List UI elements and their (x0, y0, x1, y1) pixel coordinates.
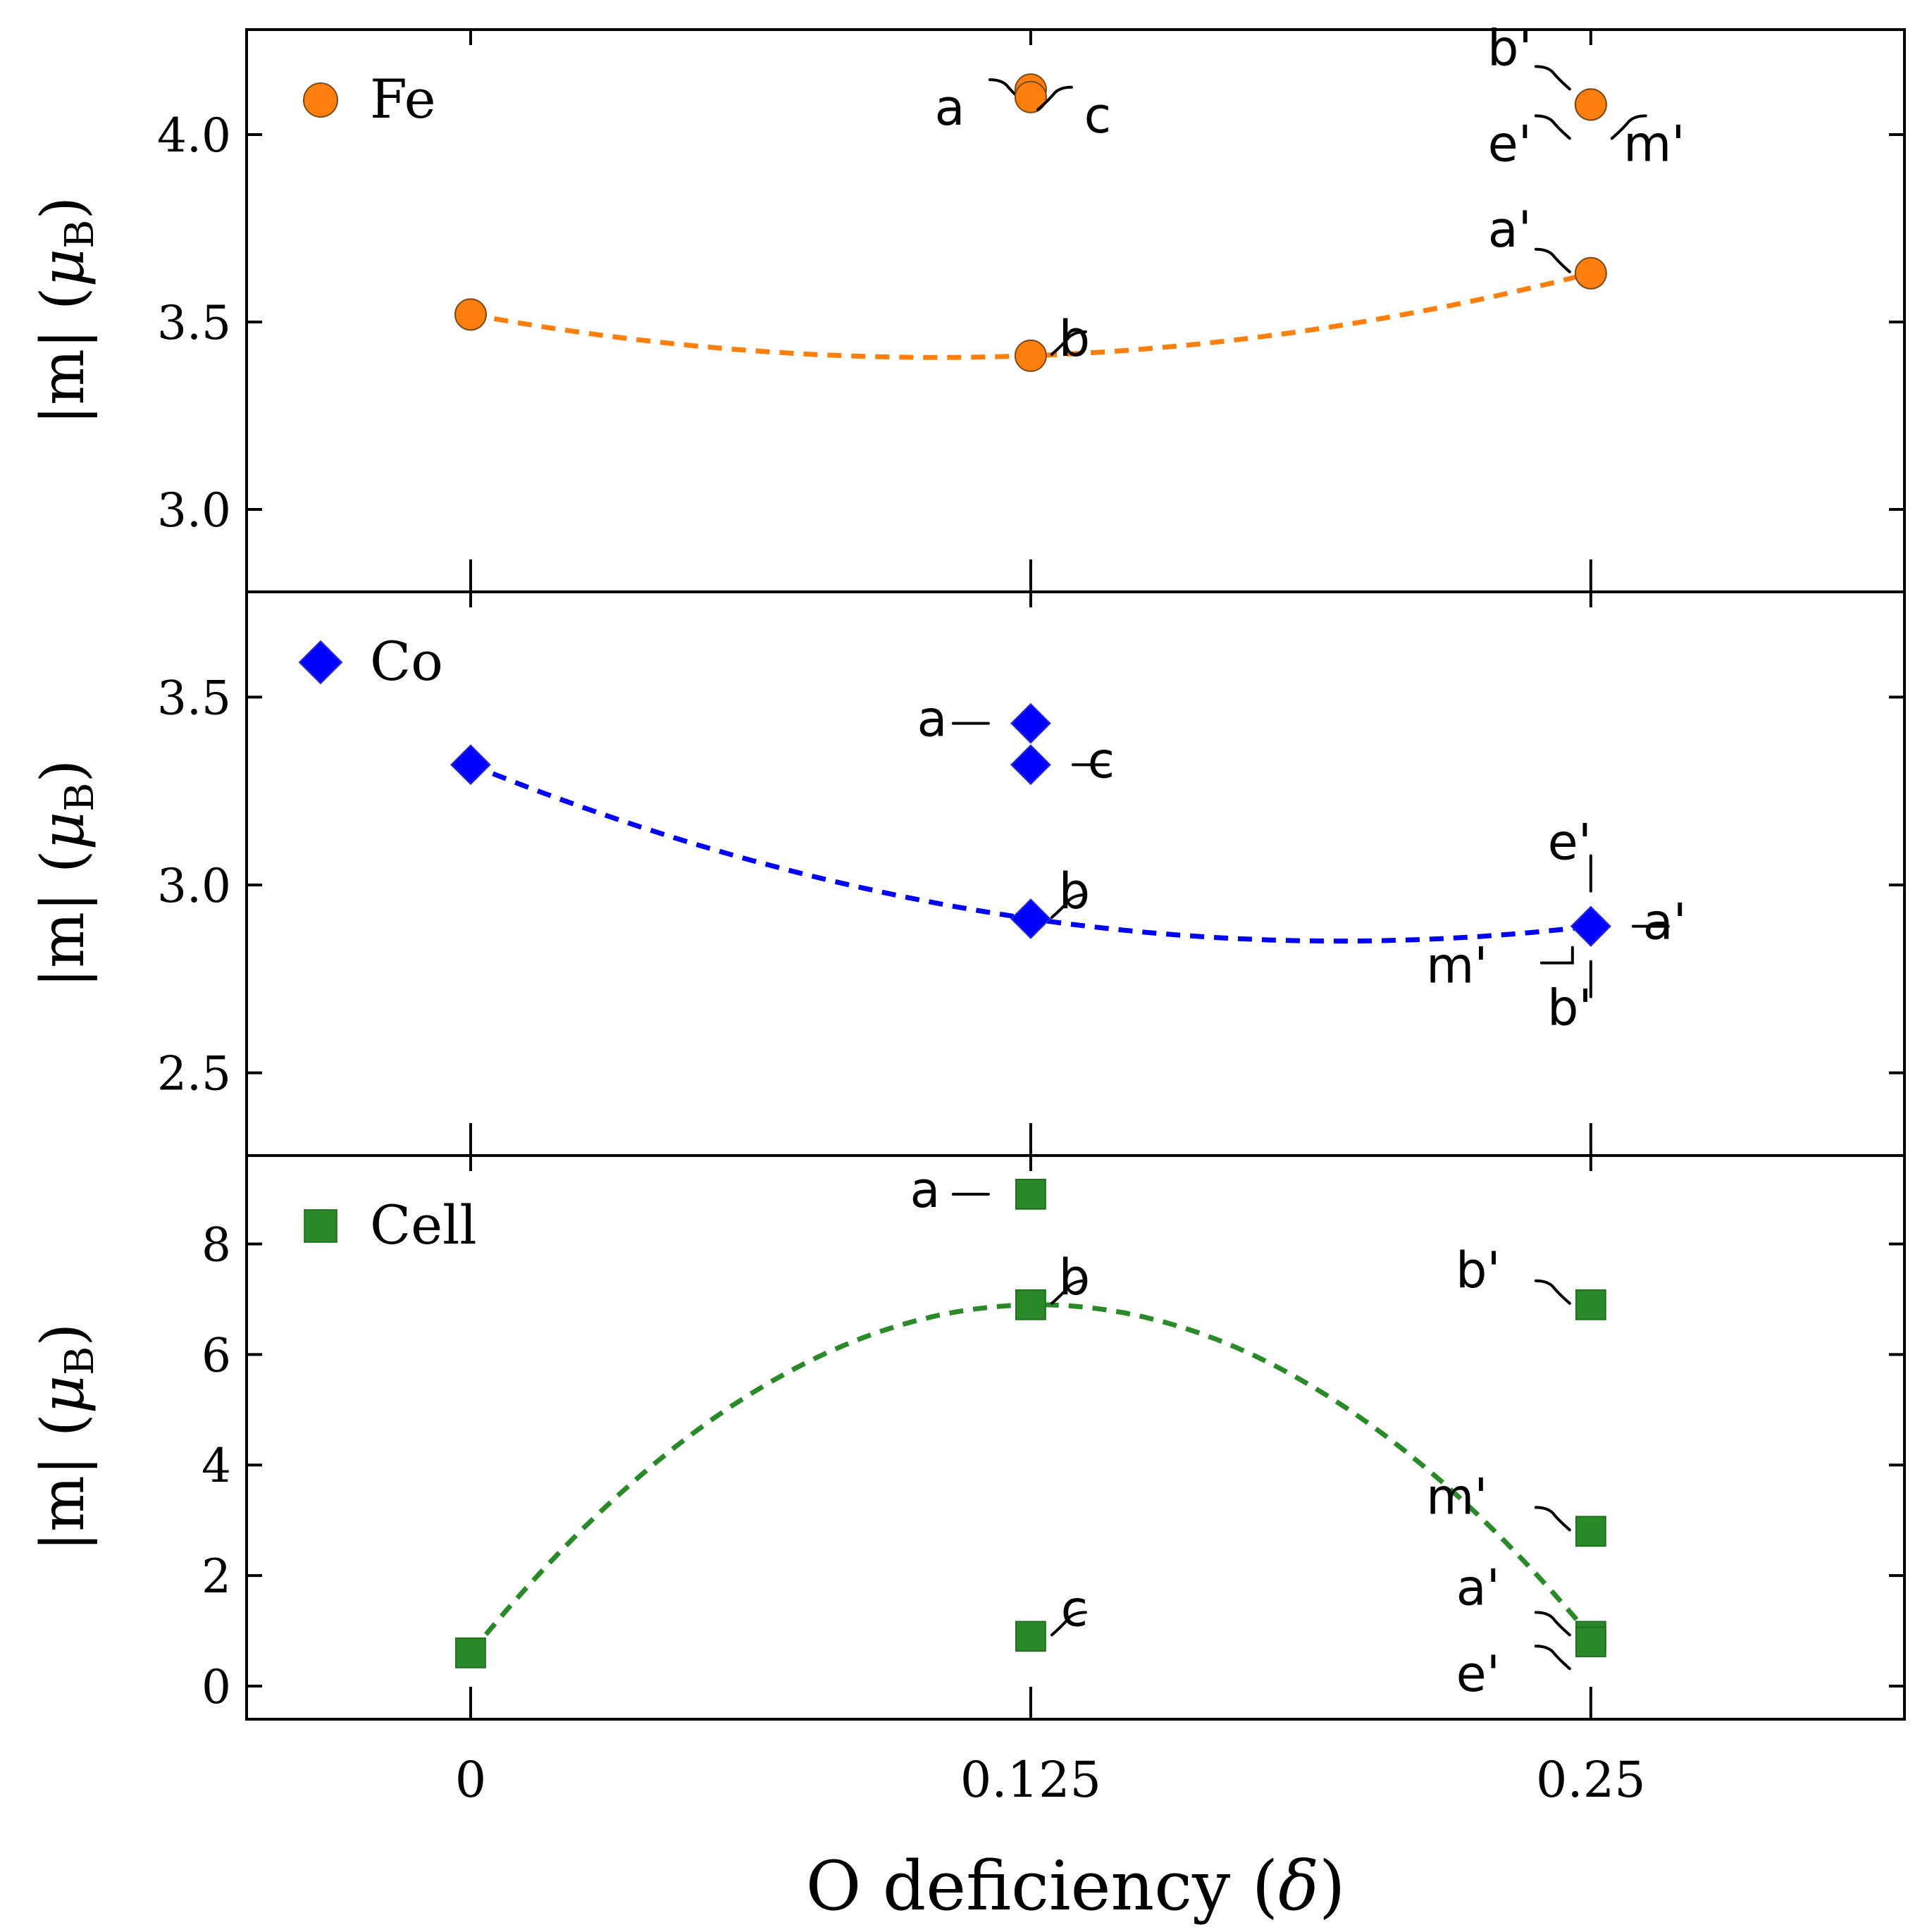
y-tick-label: 2.5 (157, 1047, 231, 1101)
point-label-leader (1050, 1611, 1087, 1637)
y-axis-label-sub: B (57, 783, 103, 812)
data-point (1015, 1289, 1046, 1320)
legend-label: Fe (370, 68, 436, 130)
y-tick-label: 4 (202, 1439, 231, 1493)
point-label: b (1059, 862, 1090, 920)
y-axis-label: |m| (μB) (28, 197, 103, 425)
point-label: c (1061, 1580, 1089, 1637)
point-label-leader (1050, 1279, 1087, 1305)
point-label: c (1084, 87, 1112, 144)
y-axis-label-close: ) (28, 760, 97, 783)
point-label-leader (1534, 1611, 1571, 1637)
point-label: m' (1426, 1468, 1487, 1525)
point-label-leader (1539, 946, 1574, 965)
point-label-leader (1534, 114, 1571, 140)
point-label-leader (1050, 893, 1087, 919)
y-axis-label-main: |m| ( (28, 1413, 97, 1552)
y-axis-label: |m| (μB) (28, 1323, 103, 1552)
panel-co: 2.5 3.0 3.5 |m| (μB) b a c a' b' e' m' Co (28, 590, 1906, 1157)
data-point (1015, 1179, 1046, 1210)
data-point (1010, 898, 1051, 939)
point-label: a' (1456, 1559, 1500, 1616)
point-label: b' (1487, 19, 1532, 77)
legend-marker (298, 640, 343, 685)
data-point (1575, 1516, 1606, 1547)
y-tick-label: 3.5 (157, 296, 231, 350)
point-label: a' (1643, 893, 1687, 951)
data-point (454, 298, 487, 331)
x-tick-label: 0.125 (960, 1751, 1101, 1809)
x-tick-label: 0 (455, 1751, 487, 1809)
panel-fe: 3.0 3.5 4.0 |m| (μB) b a c a' b' e' m' Fe (28, 19, 1906, 593)
point-label: b' (1456, 1241, 1501, 1299)
y-axis-label-close: ) (28, 197, 97, 220)
y-axis-label-mu: μ (28, 249, 97, 287)
point-label: c (1088, 731, 1115, 789)
legend-label: Co (370, 630, 443, 693)
point-label: a' (1488, 201, 1532, 259)
point-label: m' (1426, 937, 1487, 995)
data-point (1014, 339, 1047, 372)
data-point (1015, 1621, 1046, 1652)
y-axis-label: |m| (μB) (28, 760, 103, 988)
point-label: e' (1456, 1645, 1500, 1703)
data-point (455, 1637, 486, 1668)
point-label: b (1059, 1249, 1090, 1306)
point-label: e' (1548, 814, 1592, 872)
y-axis-label-close: ) (28, 1323, 97, 1346)
legend-marker (303, 82, 338, 118)
point-label: a (917, 691, 947, 748)
y-tick-label: 3.0 (157, 859, 231, 913)
legend-marker (304, 1209, 337, 1243)
data-point (1574, 256, 1607, 290)
panel-cell: 0 2 4 6 8 |m| (μB) b a c b' m' a' e' Cell (28, 1154, 1906, 1721)
y-axis-label-mu: μ (28, 1375, 97, 1414)
y-axis-label-sub: B (57, 220, 103, 249)
y-axis-label-mu: μ (28, 812, 97, 850)
data-point (450, 744, 491, 786)
point-label-leader (1534, 65, 1571, 91)
point-label: a (934, 79, 965, 137)
x-tick-label: 0.25 (1536, 1751, 1646, 1809)
point-label-leader (1534, 1279, 1571, 1305)
data-point (1010, 702, 1051, 744)
point-label-leader (1534, 247, 1571, 273)
point-label-leader (1050, 330, 1087, 356)
axes-frame (245, 1154, 1906, 1721)
point-label: e' (1488, 115, 1532, 173)
point-label: b (1059, 310, 1090, 368)
point-label: m' (1623, 115, 1685, 173)
y-tick-label: 4.0 (157, 109, 231, 163)
data-point (1575, 1289, 1606, 1320)
point-label: a (910, 1161, 940, 1219)
x-axis-label: O deficiency (δ) (806, 1847, 1346, 1926)
y-tick-label: 6 (202, 1328, 231, 1382)
data-point (1014, 80, 1047, 113)
x-axis-label-delta: δ (1278, 1847, 1319, 1926)
data-point (1570, 905, 1611, 947)
y-tick-label: 8 (202, 1218, 231, 1272)
y-tick-label: 3.5 (157, 671, 231, 725)
point-label-leader (1036, 85, 1073, 111)
y-tick-label: 0 (202, 1660, 231, 1714)
point-label: b' (1547, 979, 1592, 1037)
data-point (1575, 1626, 1606, 1658)
y-tick-label: 3.0 (157, 483, 231, 538)
point-label-leader (1610, 114, 1647, 140)
y-tick-label: 2 (202, 1549, 231, 1604)
point-label-leader (1534, 1645, 1571, 1671)
trend-line (469, 1302, 1593, 1655)
y-axis-label-main: |m| ( (28, 850, 97, 988)
y-axis-label-sub: B (57, 1346, 103, 1375)
x-axis-label-main: O deficiency ( (806, 1847, 1279, 1926)
y-axis-label-main: |m| ( (28, 287, 97, 425)
legend-label: Cell (370, 1194, 477, 1256)
x-axis-label-close: ) (1319, 1847, 1345, 1926)
data-point (1574, 88, 1607, 121)
data-point (1010, 744, 1051, 786)
point-label-leader (1534, 1506, 1571, 1532)
